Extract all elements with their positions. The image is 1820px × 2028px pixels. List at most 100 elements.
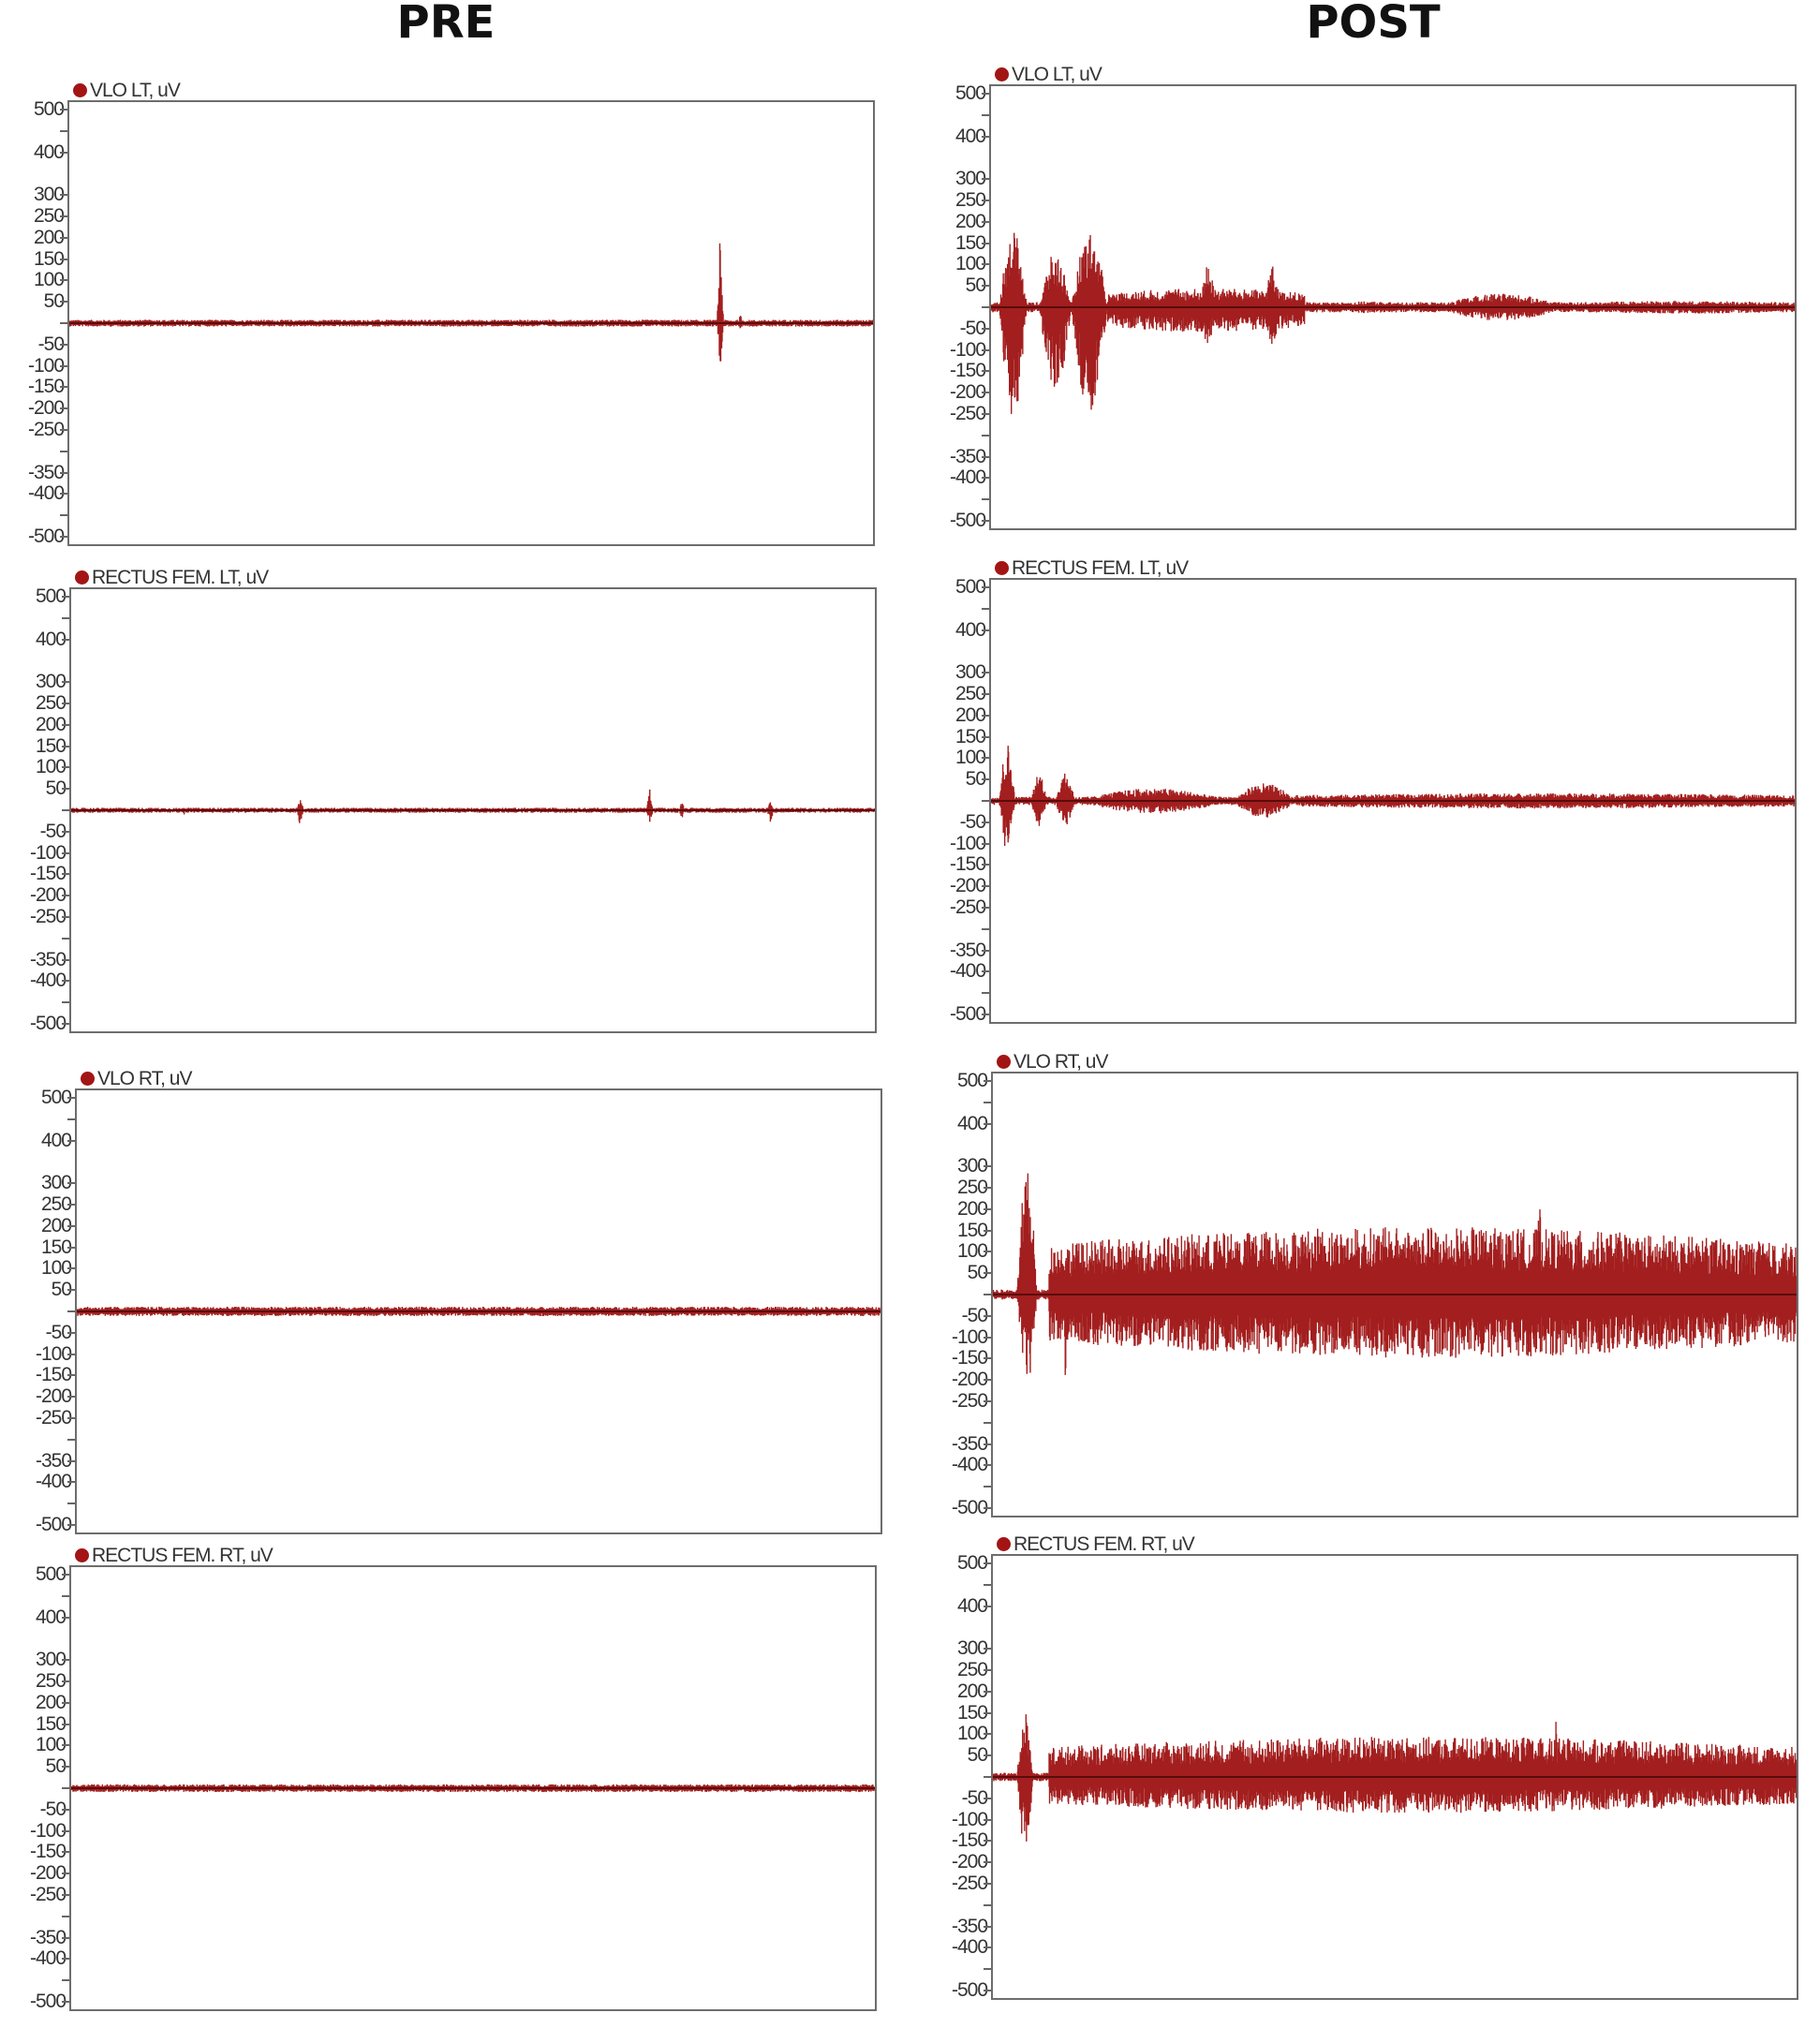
y-tick-mark bbox=[982, 629, 989, 631]
legend-marker-icon bbox=[81, 1072, 95, 1086]
y-tick-mark bbox=[982, 370, 989, 373]
y-tick-mark bbox=[62, 1701, 69, 1704]
legend-marker-icon bbox=[995, 561, 1009, 575]
y-tick-label: 300 bbox=[954, 661, 986, 684]
y-minor-tick-mark bbox=[982, 306, 989, 308]
y-tick-mark bbox=[60, 536, 67, 538]
y-minor-tick-mark bbox=[982, 498, 989, 501]
y-tick-label: -250 bbox=[27, 419, 65, 440]
y-minor-tick-mark bbox=[982, 607, 989, 610]
pre-emg-panel-3: VLO RT, uV 500 400 300 250 200 150 100 50 -50 -100… bbox=[36, 1068, 882, 1535]
y-tick-label: -350 bbox=[29, 1926, 67, 1948]
y-tick-mark bbox=[984, 1861, 991, 1864]
y-tick-label: 500 bbox=[40, 1087, 72, 1108]
y-tick-label: -350 bbox=[951, 1915, 988, 1937]
y-tick-label: 250 bbox=[956, 1177, 988, 1198]
channel-title: VLO LT, uV bbox=[90, 80, 181, 101]
legend-marker-icon bbox=[75, 1548, 89, 1562]
y-tick-mark bbox=[60, 151, 67, 154]
y-tick-mark bbox=[982, 672, 989, 674]
emg-signal-trace bbox=[993, 1714, 1797, 1842]
y-tick-label: 100 bbox=[954, 747, 986, 769]
y-minor-tick-mark bbox=[984, 1101, 991, 1103]
y-tick-mark bbox=[984, 1080, 991, 1082]
y-tick-mark bbox=[62, 1766, 69, 1769]
y-tick-mark bbox=[984, 1925, 991, 1928]
y-tick-mark bbox=[62, 681, 69, 684]
y-tick-mark bbox=[60, 471, 67, 474]
y-tick-label: -50 bbox=[961, 1304, 988, 1326]
y-tick-label: 150 bbox=[33, 247, 65, 270]
y-tick-label: 150 bbox=[40, 1236, 72, 1258]
y-tick-mark bbox=[62, 638, 69, 641]
y-tick-mark bbox=[67, 1139, 75, 1142]
y-minor-tick-mark bbox=[62, 937, 69, 940]
channel-label: VLO LT, uV bbox=[73, 80, 181, 102]
plot-area bbox=[75, 1088, 882, 1534]
y-tick-label: -150 bbox=[949, 853, 986, 876]
y-tick-label: -500 bbox=[949, 1003, 986, 1025]
y-tick-mark bbox=[60, 109, 67, 111]
y-tick-label: 500 bbox=[954, 576, 986, 598]
y-tick-label: 400 bbox=[35, 628, 67, 650]
y-tick-label: 300 bbox=[35, 671, 67, 693]
y-tick-mark bbox=[62, 851, 69, 854]
y-tick-label: -250 bbox=[949, 403, 986, 424]
y-tick-mark bbox=[67, 1374, 75, 1377]
y-tick-mark bbox=[62, 1616, 69, 1619]
y-tick-mark bbox=[67, 1289, 75, 1292]
y-tick-label: 50 bbox=[965, 274, 986, 297]
y-tick-label: 400 bbox=[35, 1606, 67, 1628]
y-tick-mark bbox=[62, 830, 69, 833]
y-tick-label: -250 bbox=[35, 1407, 72, 1428]
y-tick-mark bbox=[984, 1754, 991, 1757]
y-tick-label: 500 bbox=[956, 1552, 988, 1574]
y-tick-mark bbox=[984, 1357, 991, 1360]
legend-marker-icon bbox=[997, 1055, 1011, 1069]
y-minor-tick-mark bbox=[62, 616, 69, 619]
y-tick-label: -400 bbox=[951, 1936, 988, 1959]
channel-label: VLO RT, uV bbox=[81, 1068, 192, 1090]
y-tick-mark bbox=[62, 723, 69, 726]
y-tick-label: -200 bbox=[951, 1851, 988, 1873]
y-tick-label: 200 bbox=[35, 713, 67, 735]
y-minor-tick-mark bbox=[62, 1979, 69, 1982]
y-tick-label: -50 bbox=[39, 820, 67, 842]
post-emg-panel-3: VLO RT, uV 500 400 300 250 200 150 100 50 -50 -100… bbox=[952, 1051, 1798, 1518]
y-minor-tick-mark bbox=[60, 322, 67, 324]
y-tick-mark bbox=[62, 1680, 69, 1682]
y-tick-label: -150 bbox=[27, 376, 65, 398]
y-tick-mark bbox=[984, 1690, 991, 1693]
y-minor-tick-mark bbox=[982, 434, 989, 437]
y-tick-mark bbox=[67, 1481, 75, 1484]
plot-area bbox=[67, 100, 875, 546]
y-tick-label: 500 bbox=[954, 82, 986, 104]
y-tick-mark bbox=[62, 1744, 69, 1747]
y-tick-mark bbox=[67, 1097, 75, 1099]
y-tick-label: 250 bbox=[35, 1670, 67, 1692]
y-tick-label: -350 bbox=[29, 948, 67, 970]
y-tick-mark bbox=[982, 220, 989, 223]
y-tick-mark bbox=[62, 1723, 69, 1725]
y-tick-label: -100 bbox=[29, 841, 67, 864]
emg-signal-trace bbox=[993, 1173, 1797, 1375]
y-tick-label: -350 bbox=[27, 461, 65, 483]
y-tick-label: -150 bbox=[35, 1364, 72, 1386]
emg-signal-trace bbox=[71, 789, 875, 823]
y-minor-tick-mark bbox=[67, 1310, 75, 1312]
y-tick-mark bbox=[984, 1314, 991, 1317]
y-tick-mark bbox=[984, 1336, 991, 1339]
y-tick-label: -50 bbox=[37, 333, 65, 355]
pre-column-title: PRE bbox=[396, 0, 496, 49]
y-tick-label: -200 bbox=[29, 884, 67, 907]
y-tick-label: 400 bbox=[956, 1112, 988, 1134]
y-tick-label: 50 bbox=[965, 768, 986, 791]
y-tick-mark bbox=[62, 2001, 69, 2003]
y-tick-label: -150 bbox=[29, 1841, 67, 1863]
y-tick-label: 150 bbox=[35, 1712, 67, 1735]
y-tick-mark bbox=[984, 1605, 991, 1607]
y-tick-mark bbox=[984, 1165, 991, 1168]
y-tick-label: 500 bbox=[35, 1563, 67, 1585]
y-tick-label: 50 bbox=[45, 1755, 67, 1778]
channel-title: VLO LT, uV bbox=[1012, 64, 1102, 85]
